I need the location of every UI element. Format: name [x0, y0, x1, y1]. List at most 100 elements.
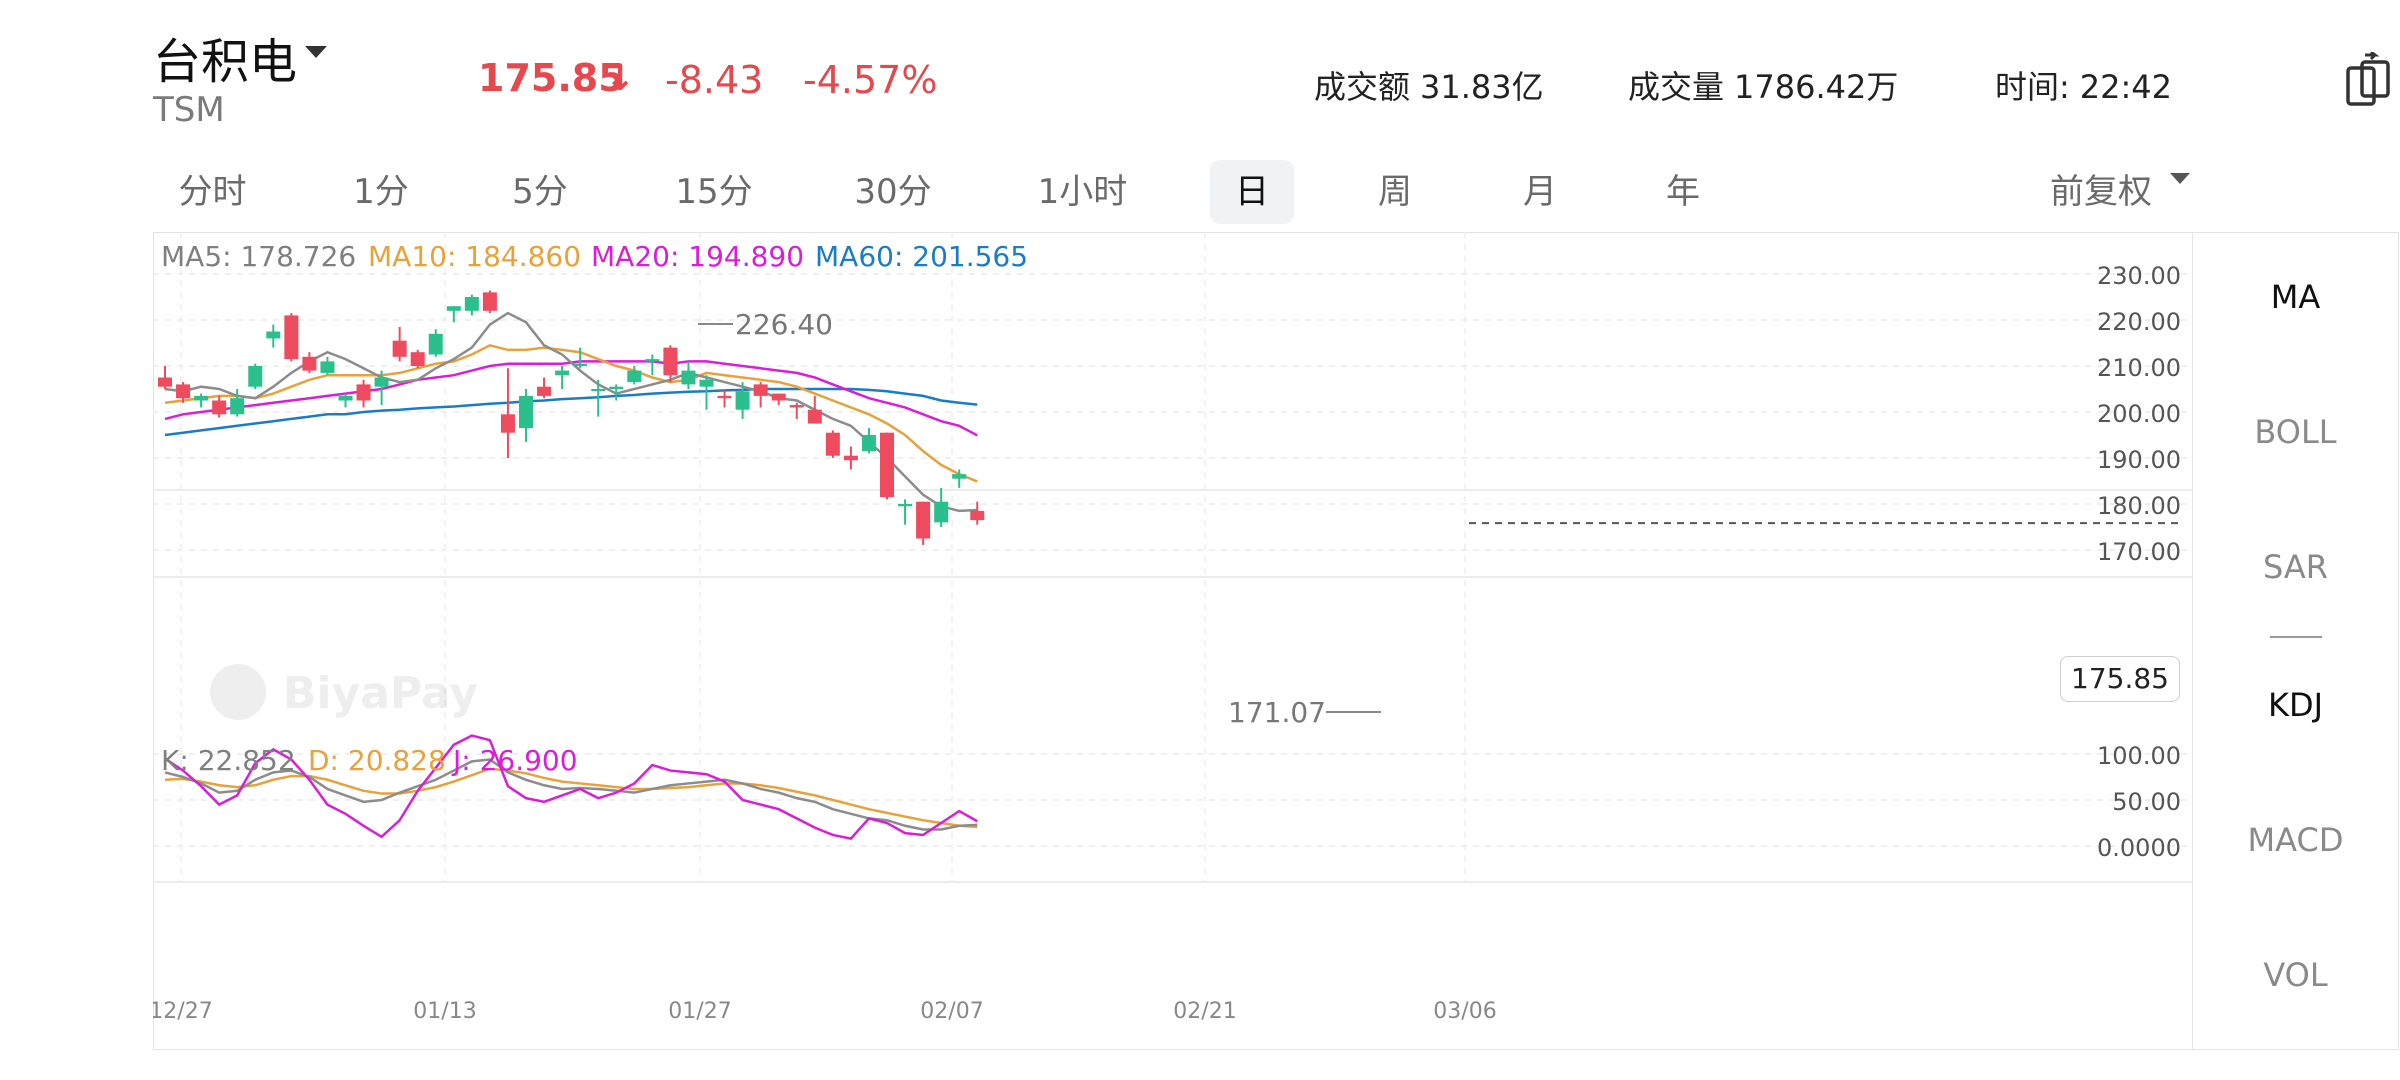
candle-body	[789, 405, 804, 408]
candle-body	[230, 398, 245, 415]
axis-labels: 230.00 220.00 210.00 200.00 190.00 180.00 170.…	[153, 262, 2181, 1024]
candle-body	[212, 400, 227, 415]
kdj-d-line	[164, 767, 978, 829]
candle-body	[500, 414, 515, 433]
candle-body	[916, 501, 931, 539]
tab-30min[interactable]: 30分	[854, 172, 932, 212]
tab-month[interactable]: 月	[1523, 172, 1557, 212]
candles	[158, 290, 985, 545]
high-marker: 226.40	[735, 308, 833, 341]
rotate-screen-icon[interactable]	[2345, 52, 2391, 108]
x-tick-label: 02/07	[920, 999, 983, 1024]
candle-body	[645, 359, 660, 362]
chevron-down-icon[interactable]	[2170, 173, 2190, 184]
kdj-tick-label: 50.00	[2112, 788, 2181, 816]
candle-body	[356, 384, 371, 401]
x-tick-label: 01/13	[413, 999, 476, 1024]
trade-volume-value: 1786.42万	[1734, 68, 1899, 106]
tab-year[interactable]: 年	[1666, 172, 1700, 212]
trade-volume: 成交量 1786.42万	[1628, 62, 1898, 108]
candle-body	[970, 510, 985, 521]
candle-body	[771, 393, 786, 401]
x-tick-label: 12/27	[153, 999, 213, 1024]
tab-1hour[interactable]: 1小时	[1037, 172, 1128, 212]
candle-body	[555, 370, 570, 376]
candle-body	[627, 370, 642, 383]
quote-time: 时间: 22:42	[1995, 62, 2172, 108]
indicator-vol[interactable]: VOL	[2263, 956, 2328, 994]
low-marker: 171.07	[1228, 696, 1326, 729]
watermark-text: BiyaPay	[283, 668, 478, 719]
kdj-k-line	[164, 758, 978, 831]
chart-grid	[153, 232, 2192, 883]
stock-switch-caret-icon[interactable]	[305, 46, 327, 58]
candle-body	[753, 384, 768, 396]
last-price-tag: 175.85	[2060, 656, 2180, 702]
candle-body	[591, 389, 606, 391]
candle-body	[807, 409, 822, 424]
y-tick-label: 220.00	[2097, 308, 2181, 336]
stock-name[interactable]: 台积电	[153, 34, 298, 90]
kdj-tick-label: 100.00	[2097, 742, 2181, 770]
quote-time-label: 时间:	[1995, 68, 2070, 106]
candle-body	[681, 370, 696, 385]
candle-body	[266, 331, 281, 339]
ma5-line	[164, 311, 978, 513]
kdj-d-legend: D: 20.828	[308, 744, 446, 777]
indicator-ma[interactable]: MA	[2270, 278, 2321, 316]
kdj-lines	[164, 734, 978, 841]
candle-body	[446, 306, 461, 311]
tab-day[interactable]: 日	[1210, 160, 1294, 224]
y-tick-label: 210.00	[2097, 354, 2181, 382]
candle-body	[284, 315, 299, 360]
adjust-mode-dropdown[interactable]: 前复权	[2050, 172, 2152, 212]
candle-body	[880, 432, 894, 498]
kdj-j-line	[164, 734, 978, 841]
chart-frame	[153, 232, 2399, 1050]
trade-volume-label: 成交量	[1628, 68, 1725, 106]
candle-body	[158, 377, 172, 387]
last-price: 175.85	[478, 56, 625, 100]
indicator-kdj[interactable]: KDJ	[2267, 686, 2324, 724]
candle-body	[248, 366, 263, 387]
stock-code: TSM	[153, 90, 225, 130]
candle-body	[302, 356, 317, 371]
kline-chart[interactable]: BiyaPay 230.00 220.00 210.00 200.00 190.00 18…	[153, 232, 2192, 1050]
turnover-amount-value: 31.83亿	[1420, 68, 1544, 106]
tab-week[interactable]: 周	[1378, 172, 1412, 212]
quote-time-value: 22:42	[2079, 68, 2173, 106]
y-tick-label: 180.00	[2097, 492, 2181, 520]
ma5-legend: MA5: 178.726	[161, 240, 356, 273]
indicator-boll[interactable]: BOLL	[2254, 413, 2337, 451]
candle-body	[735, 391, 750, 410]
x-tick-label: 03/06	[1433, 999, 1496, 1024]
indicator-panel	[2192, 232, 2400, 1050]
candle-body	[717, 395, 732, 399]
ma20-legend: MA20: 194.890	[591, 240, 804, 273]
candle-body	[176, 384, 191, 399]
y-tick-label: 170.00	[2097, 538, 2181, 566]
candle-body	[952, 474, 967, 479]
tab-timeshare[interactable]: 分时	[178, 172, 247, 212]
indicator-sar[interactable]: SAR	[2262, 548, 2329, 586]
candle-body	[410, 352, 425, 366]
kdj-tick-label: 0.0000	[2097, 834, 2181, 862]
ma60-legend: MA60: 201.565	[815, 240, 1028, 273]
y-tick-label: 230.00	[2097, 262, 2181, 290]
candle-body	[428, 333, 443, 355]
tab-5min[interactable]: 5分	[512, 172, 568, 212]
x-tick-label: 01/27	[668, 999, 731, 1024]
kdj-j-legend: J: 26.900	[451, 744, 578, 777]
tab-1min[interactable]: 1分	[353, 172, 409, 212]
candle-body	[573, 363, 588, 366]
indicator-macd[interactable]: MACD	[2247, 821, 2344, 859]
candle-body	[519, 395, 533, 429]
candle-body	[338, 395, 353, 401]
x-tick-label: 02/21	[1173, 999, 1236, 1024]
turnover-amount-label: 成交额	[1314, 68, 1411, 106]
tab-15min[interactable]: 15分	[675, 172, 753, 212]
candle-body	[609, 386, 624, 389]
candle-body	[699, 379, 714, 387]
ma10-legend: MA10: 184.860	[368, 240, 581, 273]
turnover-amount: 成交额 31.83亿	[1314, 62, 1544, 108]
